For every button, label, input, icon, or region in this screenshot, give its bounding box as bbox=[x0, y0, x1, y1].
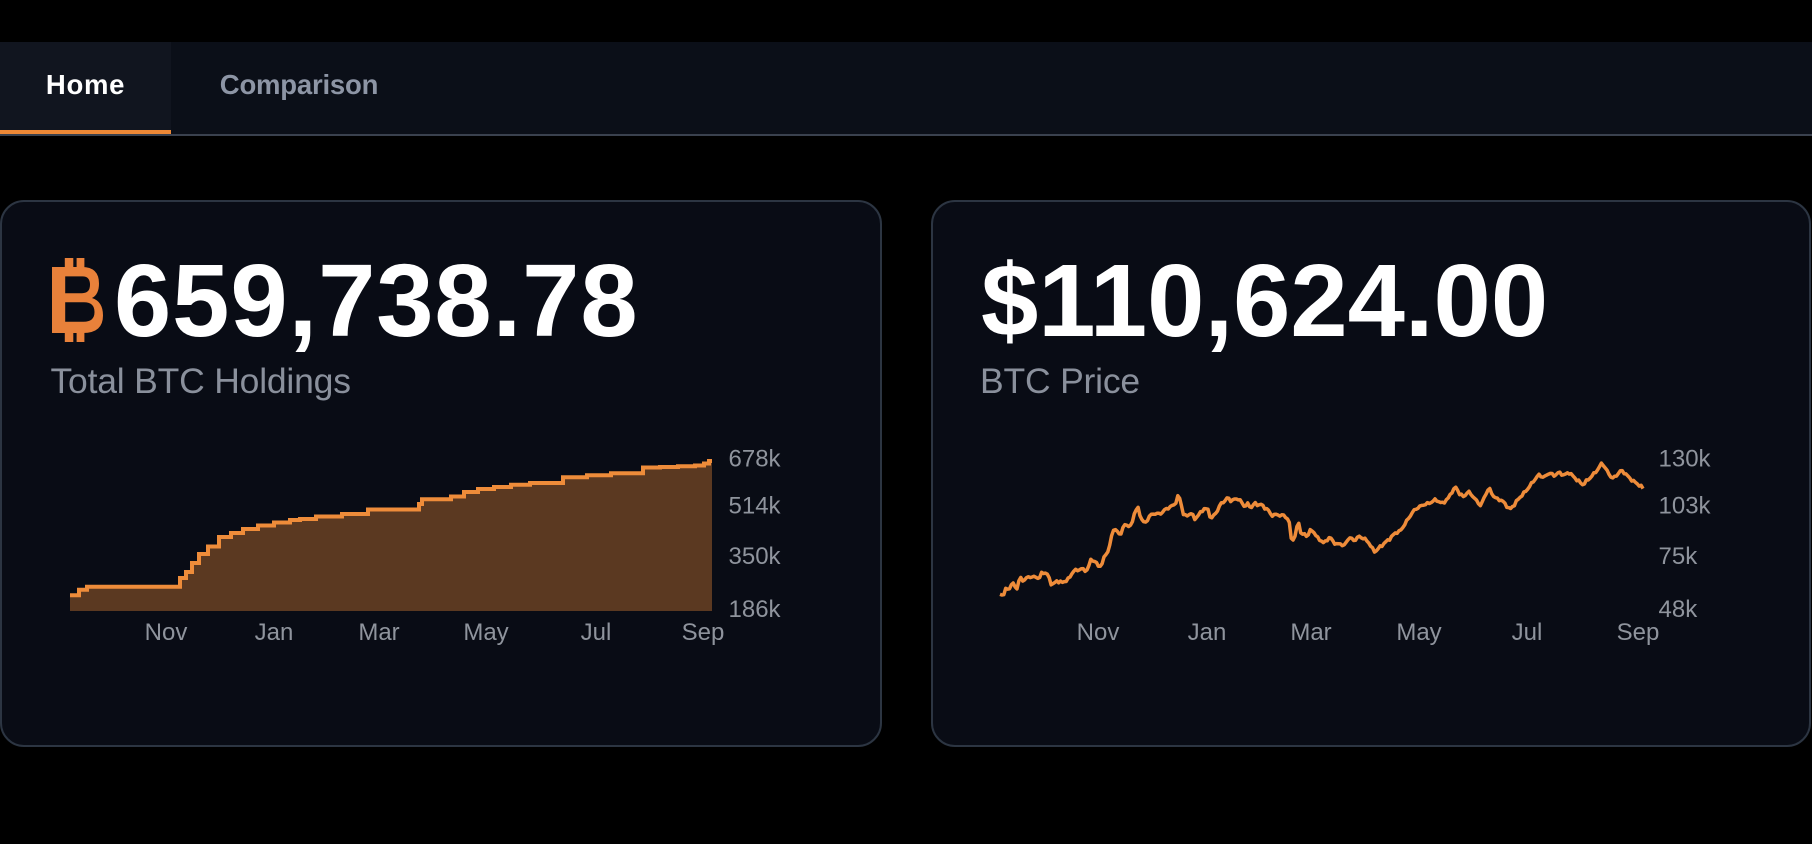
svg-text:Jan: Jan bbox=[255, 619, 294, 646]
svg-text:Mar: Mar bbox=[358, 619, 399, 646]
svg-text:186k: 186k bbox=[729, 596, 782, 623]
svg-text:514k: 514k bbox=[729, 493, 782, 520]
svg-text:75k: 75k bbox=[1659, 543, 1699, 570]
svg-text:130k: 130k bbox=[1659, 446, 1712, 473]
svg-text:Nov: Nov bbox=[145, 619, 188, 646]
svg-text:May: May bbox=[1396, 619, 1441, 646]
svg-text:Mar: Mar bbox=[1290, 619, 1331, 646]
svg-text:May: May bbox=[463, 619, 508, 646]
svg-text:Sep: Sep bbox=[1617, 619, 1660, 646]
svg-text:Jan: Jan bbox=[1188, 619, 1227, 646]
svg-text:103k: 103k bbox=[1659, 493, 1712, 520]
svg-text:Jul: Jul bbox=[1512, 619, 1543, 646]
svg-text:48k: 48k bbox=[1659, 596, 1699, 623]
svg-text:678k: 678k bbox=[729, 446, 782, 473]
svg-text:Nov: Nov bbox=[1077, 619, 1120, 646]
svg-text:Jul: Jul bbox=[581, 619, 612, 646]
svg-text:350k: 350k bbox=[729, 543, 782, 570]
svg-text:Sep: Sep bbox=[682, 619, 725, 646]
